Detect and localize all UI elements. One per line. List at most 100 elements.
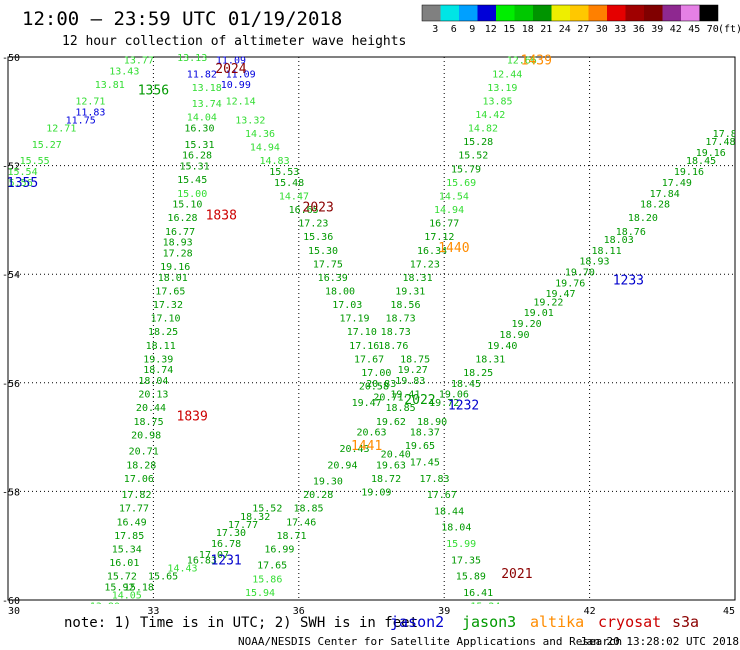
wave-height-value: 14.82 bbox=[468, 124, 498, 135]
wave-height-value: 15.53 bbox=[269, 167, 299, 178]
wave-height-value: 17.77 bbox=[228, 520, 258, 531]
wave-height-value: 18.31 bbox=[402, 273, 432, 284]
wave-height-value: 15.52 bbox=[458, 151, 488, 162]
pass-time-label: 1230 bbox=[60, 635, 91, 650]
wave-height-value: 13.19 bbox=[487, 83, 517, 94]
wave-height-value: 19.83 bbox=[395, 376, 425, 387]
colorbar-label: 12 bbox=[485, 24, 497, 35]
wave-height-value: 16.30 bbox=[184, 124, 214, 135]
wave-height-value: 19.41 bbox=[390, 390, 420, 401]
wave-height-value: 15.31 bbox=[184, 140, 214, 151]
colorbar-label: 30 bbox=[596, 24, 608, 35]
wave-height-value: 12.71 bbox=[46, 124, 76, 135]
wave-height-value: 17.48 bbox=[705, 137, 735, 148]
wave-height-value: 19.47 bbox=[545, 289, 575, 300]
x-tick-label: 33 bbox=[147, 606, 159, 617]
colorbar-swatch bbox=[625, 5, 644, 21]
wave-height-value: 19.39 bbox=[143, 354, 173, 365]
y-tick-label: -52 bbox=[2, 162, 20, 173]
x-tick-label: 45 bbox=[723, 606, 735, 617]
wave-height-value: 15.86 bbox=[252, 574, 282, 585]
colorbar-label: 45 bbox=[688, 24, 700, 35]
wave-height-value: 12.66 bbox=[507, 56, 537, 67]
legend-cryosat: cryosat bbox=[598, 613, 661, 631]
wave-height-value: 15.34 bbox=[112, 544, 142, 555]
wave-height-value: 16.34 bbox=[417, 246, 447, 257]
wave-height-value: 15.27 bbox=[32, 140, 62, 151]
colorbar-swatch bbox=[440, 5, 459, 21]
legend-s3a: s3a bbox=[672, 613, 699, 631]
wave-height-value: 16.77 bbox=[429, 219, 459, 230]
colorbar-swatch bbox=[533, 5, 552, 21]
wave-height-value: 18.25 bbox=[463, 368, 493, 379]
wave-height-value: 11.09 bbox=[216, 56, 246, 67]
pass-time-label: 2023 bbox=[303, 200, 334, 215]
wave-height-value: 14.36 bbox=[245, 129, 275, 140]
wave-height-value: 15.56 bbox=[3, 178, 33, 189]
wave-height-value: 17.83 bbox=[419, 474, 449, 485]
colorbar-swatch bbox=[422, 5, 441, 21]
wave-height-value: 17.65 bbox=[155, 286, 185, 297]
wave-height-value: 19.06 bbox=[439, 390, 469, 401]
wave-height-value: 19.40 bbox=[487, 341, 517, 352]
wave-height-value: 18.04 bbox=[138, 376, 168, 387]
wave-height-value: 18.28 bbox=[126, 460, 156, 471]
wave-height-value: 20.40 bbox=[381, 449, 411, 460]
colorbar-label: 21 bbox=[540, 24, 552, 35]
wave-height-value: 14.83 bbox=[260, 156, 290, 167]
wave-height-value: 15.36 bbox=[303, 232, 333, 243]
wave-height-value: 11.83 bbox=[75, 107, 105, 118]
chart-title: 12:00 – 23:59 UTC 01/19/2018 bbox=[22, 8, 342, 30]
wave-height-value: 13.32 bbox=[235, 115, 265, 126]
wave-height-value: 15.92 bbox=[104, 582, 134, 593]
wave-height-value: 14.54 bbox=[439, 191, 469, 202]
wave-height-value: 18.01 bbox=[158, 273, 188, 284]
wave-height-value: 16.39 bbox=[318, 273, 348, 284]
pass-time-label: 1440 bbox=[438, 241, 469, 256]
chart-subtitle: 12 hour collection of altimeter wave hei… bbox=[62, 34, 406, 49]
wave-height-value: 12.14 bbox=[226, 96, 256, 107]
wave-height-value: 15.24 bbox=[470, 601, 500, 612]
colorbar-label: 18 bbox=[522, 24, 534, 35]
wave-height-value: 11.82 bbox=[187, 69, 217, 80]
wave-height-value: 20.28 bbox=[303, 490, 333, 501]
colorbar-swatch bbox=[699, 5, 718, 21]
wave-height-value: 18.03 bbox=[604, 235, 634, 246]
pass-time-label: 1439 bbox=[521, 54, 552, 69]
wave-height-value: 15.30 bbox=[308, 246, 338, 257]
colorbar-swatch bbox=[459, 5, 478, 21]
wave-height-value: 20.94 bbox=[327, 460, 357, 471]
wave-height-value: 17.86 bbox=[713, 129, 740, 140]
wave-height-value: 19.09 bbox=[361, 487, 391, 498]
wave-height-value: 10.99 bbox=[221, 80, 251, 91]
wave-height-value: 16.99 bbox=[264, 544, 294, 555]
wave-height-value: 18.73 bbox=[381, 327, 411, 338]
wave-height-value: 15.31 bbox=[180, 162, 210, 173]
wave-height-value: 20.13 bbox=[138, 390, 168, 401]
wave-height-value: 17.77 bbox=[119, 504, 149, 515]
colorbar-swatch bbox=[496, 5, 515, 21]
colorbar-swatch bbox=[588, 5, 607, 21]
wave-height-value: 16.49 bbox=[117, 517, 147, 528]
wave-height-value: 18.37 bbox=[410, 428, 440, 439]
y-tick-label: -60 bbox=[2, 596, 20, 607]
wave-height-value: 15.69 bbox=[446, 178, 476, 189]
colorbar-label: 6 bbox=[451, 24, 457, 35]
wave-height-value: 20.98 bbox=[131, 430, 161, 441]
wave-height-value: 12.71 bbox=[75, 96, 105, 107]
wave-height-value: 19.65 bbox=[405, 441, 435, 452]
wave-height-value: 18.74 bbox=[143, 365, 173, 376]
y-tick-label: -54 bbox=[2, 270, 20, 281]
timestamp-text: Jan 20 13:28:02 UTC 2018 bbox=[580, 635, 739, 648]
wave-height-value: 15.48 bbox=[274, 178, 304, 189]
wave-height-value: 20.71 bbox=[373, 392, 403, 403]
wave-height-value: 18.90 bbox=[499, 330, 529, 341]
wave-height-value: 18.44 bbox=[434, 506, 464, 517]
wave-height-value: 17.85 bbox=[114, 531, 144, 542]
wave-height-value: 18.75 bbox=[133, 417, 163, 428]
wave-height-value: 17.23 bbox=[410, 259, 440, 270]
wave-height-value: 14.43 bbox=[167, 563, 197, 574]
wave-height-value: 14.94 bbox=[250, 143, 280, 154]
colorbar-swatch bbox=[514, 5, 533, 21]
